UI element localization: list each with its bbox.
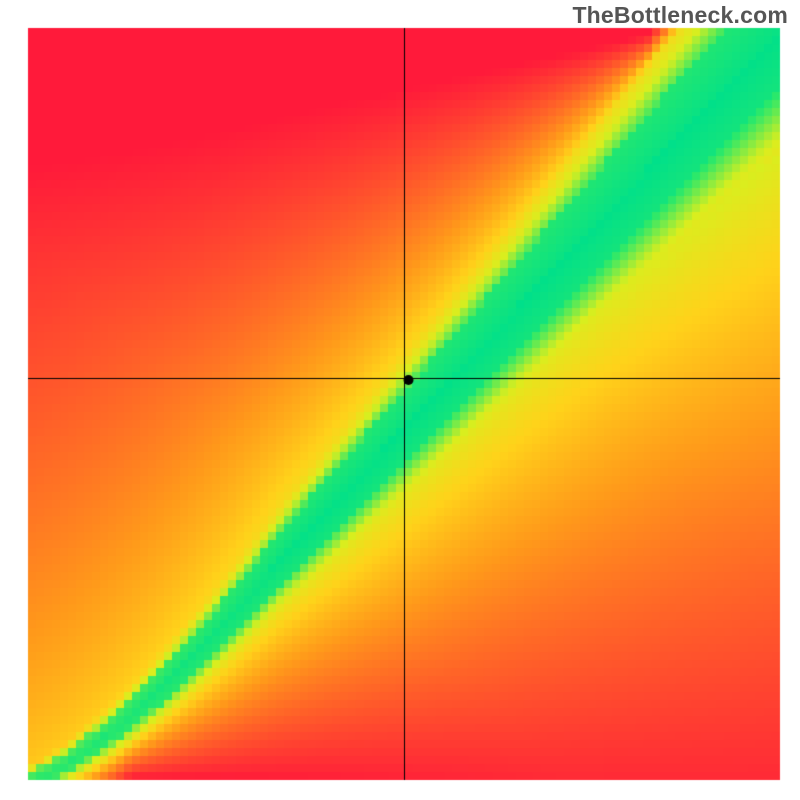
heatmap-canvas — [0, 0, 800, 800]
watermark-text: TheBottleneck.com — [572, 2, 788, 29]
chart-container: TheBottleneck.com — [0, 0, 800, 800]
